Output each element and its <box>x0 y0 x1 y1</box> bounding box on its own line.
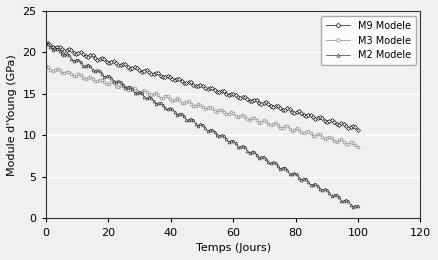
M9 Modele <box>46 42 51 45</box>
Line: M3 Modele: M3 Modele <box>44 64 360 148</box>
M2 Modele <box>63 53 68 56</box>
M2 Modele <box>355 204 360 207</box>
M3 Modele <box>312 134 318 138</box>
M9 Modele <box>242 95 247 98</box>
M2 Modele <box>242 146 247 149</box>
M9 Modele <box>312 117 318 120</box>
M2 Modele <box>280 166 286 169</box>
M3 Modele <box>242 115 247 118</box>
M9 Modele <box>355 128 360 132</box>
Legend: M9 Modele, M3 Modele, M2 Modele: M9 Modele, M3 Modele, M2 Modele <box>321 16 416 65</box>
X-axis label: Temps (Jours): Temps (Jours) <box>195 243 271 253</box>
M3 Modele <box>233 114 238 117</box>
Line: M2 Modele: M2 Modele <box>44 42 360 208</box>
M3 Modele <box>43 64 48 67</box>
M2 Modele <box>43 42 48 45</box>
M9 Modele <box>280 108 286 112</box>
M3 Modele <box>355 146 360 149</box>
M2 Modele <box>233 142 238 145</box>
Y-axis label: Module d'Young (GPa): Module d'Young (GPa) <box>7 54 17 176</box>
M2 Modele <box>44 42 49 45</box>
M3 Modele <box>43 64 49 67</box>
M9 Modele <box>43 43 48 46</box>
M9 Modele <box>233 93 238 96</box>
Line: M9 Modele: M9 Modele <box>44 42 360 131</box>
M9 Modele <box>63 49 68 53</box>
M3 Modele <box>355 146 360 149</box>
M3 Modele <box>280 126 286 129</box>
M2 Modele <box>225 139 230 142</box>
M3 Modele <box>225 113 230 116</box>
M2 Modele <box>350 205 356 208</box>
M2 Modele <box>312 182 318 185</box>
M3 Modele <box>63 71 68 74</box>
M9 Modele <box>225 93 230 96</box>
